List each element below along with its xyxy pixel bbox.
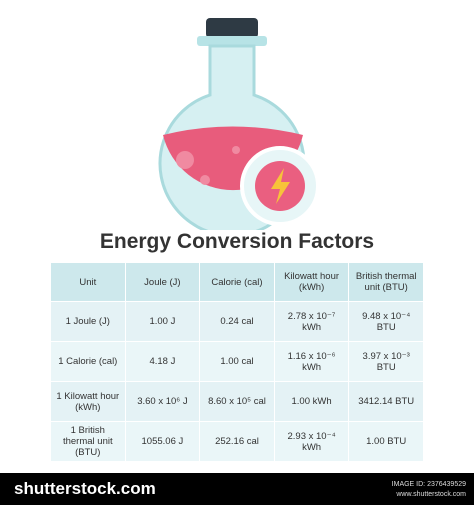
table-cell: 252.16 cal <box>199 421 275 462</box>
bubble <box>176 151 194 169</box>
table-cell: 2.93 x 10⁻⁴ kWh <box>273 421 350 462</box>
site-url: www.shutterstock.com <box>396 491 466 498</box>
table-cell: 1055.06 J <box>124 421 201 462</box>
table-cell: 0.24 cal <box>199 301 275 342</box>
conversion-table: Unit Joule (J) Calorie (cal) Kilowatt hour … <box>50 262 424 462</box>
table-row: 1 Calorie (cal) 4.18 J 1.00 cal 1.16 x 10⁻⁶… <box>50 341 424 382</box>
table-cell: 1.00 BTU <box>348 421 424 462</box>
image-id: IMAGE ID: 2376439529 <box>391 481 466 488</box>
title: Energy Conversion Factors <box>99 230 375 253</box>
header-cell: Joule (J) <box>124 262 201 302</box>
table-cell: 3412.14 BTU <box>348 381 424 422</box>
header-cell: Unit <box>50 262 126 302</box>
header-cell: Kilowatt hour (kWh) <box>273 262 350 302</box>
brand: shutterstock.com <box>14 479 156 498</box>
bubble <box>200 175 210 185</box>
bubble <box>232 146 240 154</box>
table-cell: 2.78 x 10⁻⁷ kWh <box>273 301 350 342</box>
table-cell: 1.00 J <box>124 301 201 342</box>
table-cell: 3.97 x 10⁻³ BTU <box>348 341 424 382</box>
table-row: 1 Kilowatt hour (kWh) 3.60 x 10⁶ J 8.60 x … <box>50 381 424 422</box>
flask-rim <box>197 36 267 46</box>
flask-illustration <box>158 18 320 230</box>
table-cell: 4.18 J <box>124 341 201 382</box>
lightning-icon <box>271 168 290 204</box>
table-cell: 1 Kilowatt hour (kWh) <box>50 381 126 422</box>
footer: shutterstock.com IMAGE ID: 2376439529 ww… <box>0 473 474 505</box>
table-cell: 8.60 x 10⁵ cal <box>199 381 275 422</box>
table-row: 1 Joule (J) 1.00 J 0.24 cal 2.78 x 10⁻⁷ kWh… <box>50 301 424 342</box>
table-cell: 1.00 cal <box>199 341 275 382</box>
table-cell: 1 Calorie (cal) <box>50 341 126 382</box>
table-cell: 1 Joule (J) <box>50 301 126 342</box>
flask-cap <box>206 18 258 38</box>
table-row: Unit Joule (J) Calorie (cal) Kilowatt hour … <box>50 262 424 302</box>
table-cell: 1 British thermal unit (BTU) <box>50 421 126 462</box>
header-cell: British thermal unit (BTU) <box>348 262 424 302</box>
table-cell: 3.60 x 10⁶ J <box>124 381 201 422</box>
table-cell: 1.16 x 10⁻⁶ kWh <box>273 341 350 382</box>
header-cell: Calorie (cal) <box>199 262 275 302</box>
table-row: 1 British thermal unit (BTU) 1055.06 J 252… <box>50 421 424 462</box>
table-cell: 9.48 x 10⁻⁴ BTU <box>348 301 424 342</box>
table-cell: 1.00 kWh <box>273 381 350 422</box>
